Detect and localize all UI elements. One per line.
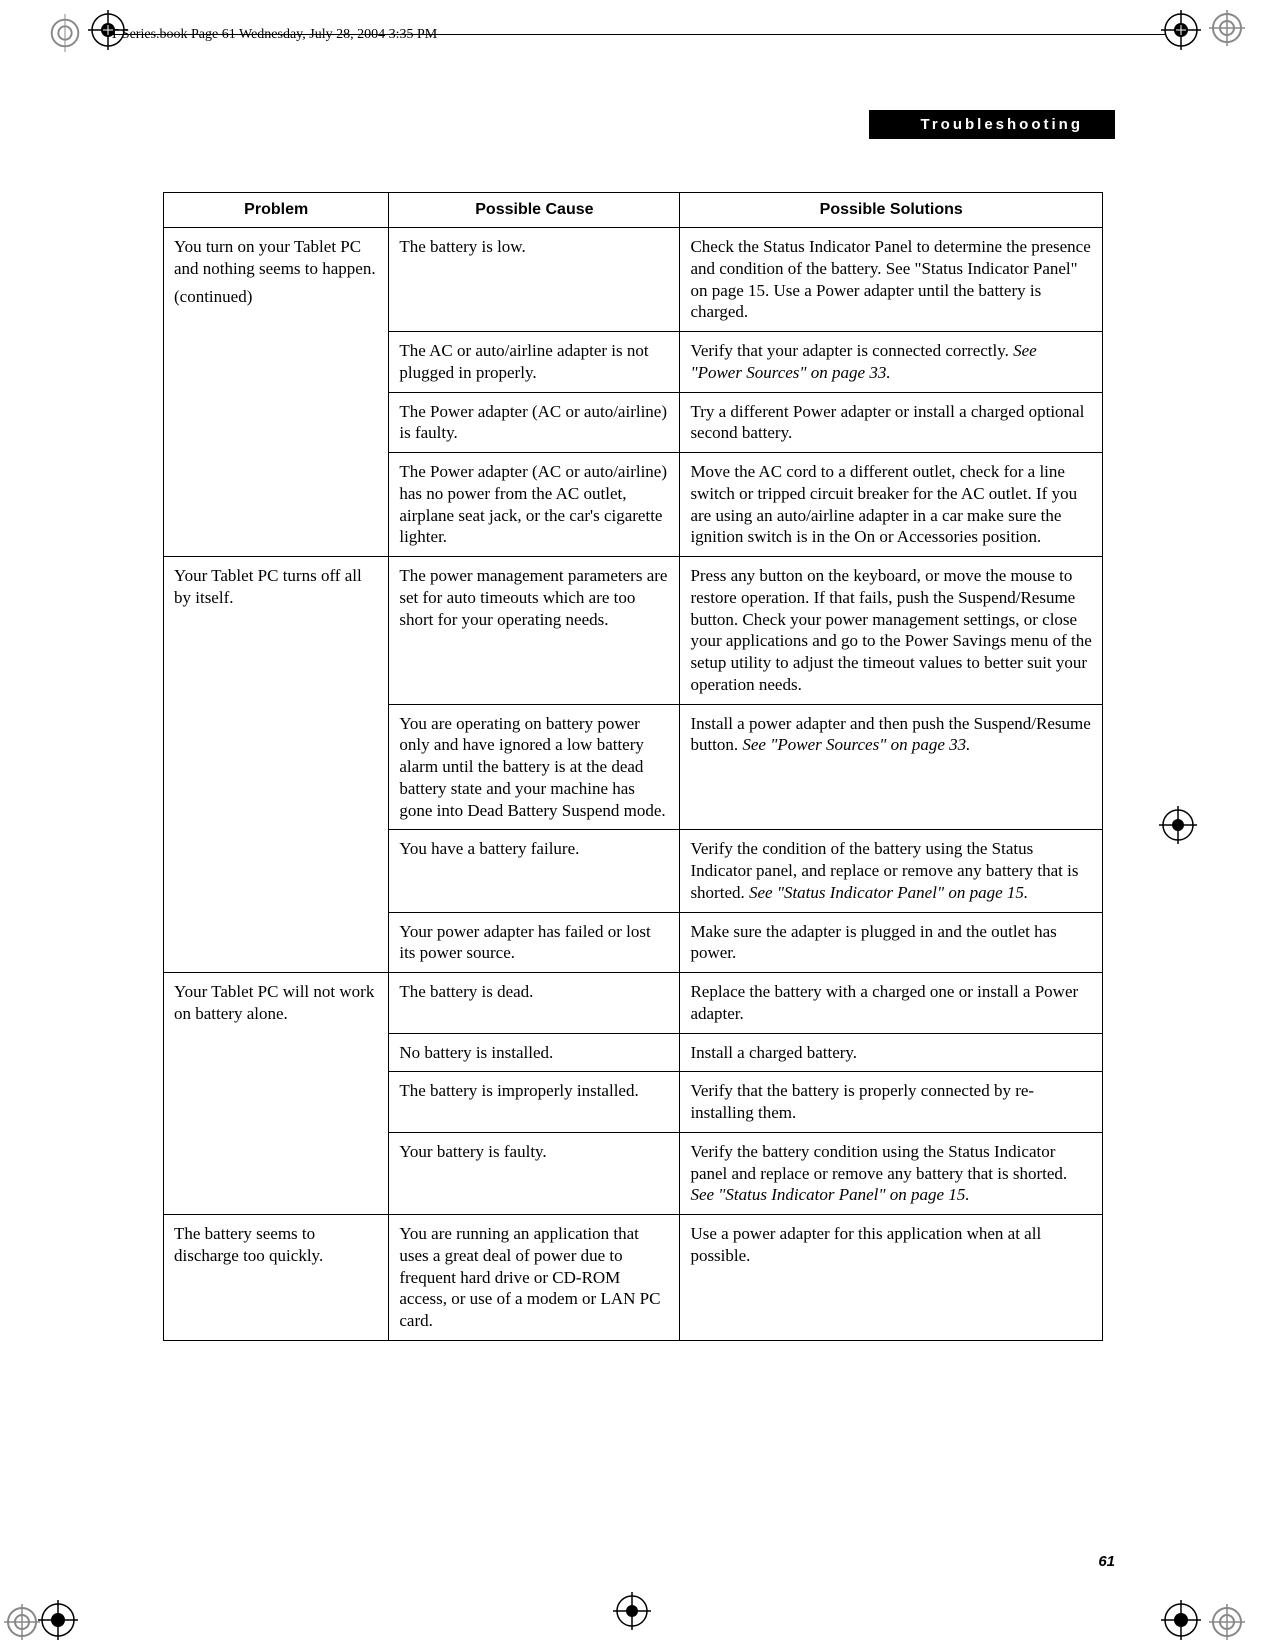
solution-cell: Replace the battery with a charged one o… [680, 973, 1103, 1034]
book-page-info: T Series.book Page 61 Wednesday, July 28… [110, 27, 437, 43]
registration-mark-icon [1209, 1604, 1245, 1640]
cause-cell: The Power adapter (AC or auto/airline) h… [389, 453, 680, 557]
crop-mark-icon [88, 10, 128, 50]
center-mark-icon [1159, 806, 1197, 844]
column-header-cause: Possible Cause [389, 193, 680, 228]
problem-cell: Your Tablet PC will not work on battery … [164, 973, 389, 1215]
solution-cell: Install a charged battery. [680, 1033, 1103, 1072]
troubleshooting-table: Problem Possible Cause Possible Solution… [163, 192, 1103, 1341]
problem-cell: You turn on your Tablet PC and nothing s… [164, 228, 389, 557]
cause-cell: The Power adapter (AC or auto/airline) i… [389, 392, 680, 453]
table-row: Your Tablet PC will not work on battery … [164, 973, 1103, 1034]
column-header-problem: Problem [164, 193, 389, 228]
solution-cell: Verify that your adapter is connected co… [680, 332, 1103, 393]
cause-cell: You have a battery failure. [389, 830, 680, 912]
cause-cell: The power management parameters are set … [389, 557, 680, 705]
registration-mark-icon [1209, 10, 1245, 46]
cause-cell: The battery is low. [389, 228, 680, 332]
solution-cell: Press any button on the keyboard, or mov… [680, 557, 1103, 705]
center-mark-icon [613, 1592, 651, 1630]
binder-ring-icon [46, 14, 84, 52]
solution-cell: Verify the condition of the battery usin… [680, 830, 1103, 912]
cause-cell: You are operating on battery power only … [389, 704, 680, 830]
column-header-solution: Possible Solutions [680, 193, 1103, 228]
cause-cell: No battery is installed. [389, 1033, 680, 1072]
registration-mark-icon [4, 1604, 40, 1640]
solution-cell: Use a power adapter for this application… [680, 1215, 1103, 1341]
problem-cell: Your Tablet PC turns off all by itself. [164, 557, 389, 973]
solution-cell: Make sure the adapter is plugged in and … [680, 912, 1103, 973]
crop-mark-icon [1161, 1600, 1201, 1640]
table-row: The battery seems to discharge too quick… [164, 1215, 1103, 1341]
solution-cell: Move the AC cord to a different outlet, … [680, 453, 1103, 557]
crop-mark-icon [1161, 10, 1201, 50]
cause-cell: Your battery is faulty. [389, 1132, 680, 1214]
cause-cell: The AC or auto/airline adapter is not pl… [389, 332, 680, 393]
cause-cell: The battery is dead. [389, 973, 680, 1034]
cause-cell: Your power adapter has failed or lost it… [389, 912, 680, 973]
crop-mark-icon [38, 1600, 78, 1640]
solution-cell: Check the Status Indicator Panel to dete… [680, 228, 1103, 332]
table-body: You turn on your Tablet PC and nothing s… [164, 228, 1103, 1341]
cause-cell: You are running an application that uses… [389, 1215, 680, 1341]
section-header: Troubleshooting [869, 110, 1116, 139]
solution-cell: Verify the battery condition using the S… [680, 1132, 1103, 1214]
problem-cell: The battery seems to discharge too quick… [164, 1215, 389, 1341]
page-number: 61 [1098, 1553, 1115, 1570]
solution-cell: Try a different Power adapter or install… [680, 392, 1103, 453]
solution-cell: Verify that the battery is properly conn… [680, 1072, 1103, 1133]
cause-cell: The battery is improperly installed. [389, 1072, 680, 1133]
table-row: You turn on your Tablet PC and nothing s… [164, 228, 1103, 332]
table-row: Your Tablet PC turns off all by itself.T… [164, 557, 1103, 705]
solution-cell: Install a power adapter and then push th… [680, 704, 1103, 830]
